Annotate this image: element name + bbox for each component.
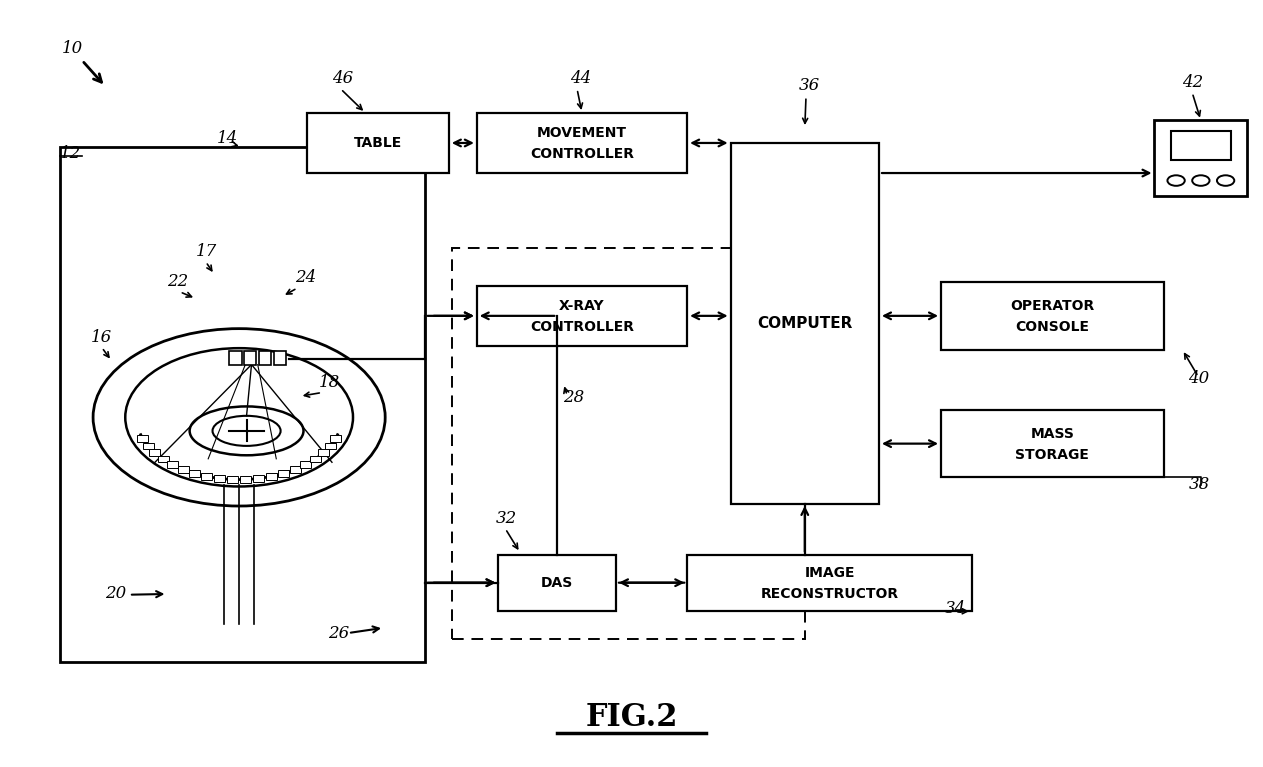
Text: CONTROLLER: CONTROLLER [530,320,634,334]
Text: 22: 22 [167,273,188,290]
Text: 12: 12 [59,145,81,162]
Bar [189,470,200,477]
Bar [274,351,287,364]
Bar [149,449,160,456]
Text: X-RAY: X-RAY [560,299,605,313]
Bar [476,113,687,173]
Bar [307,113,448,173]
Bar [143,443,154,449]
Bar [213,475,225,482]
Text: 44: 44 [570,70,591,87]
Text: MASS: MASS [1031,427,1075,441]
Bar [253,475,264,482]
Bar [138,435,148,442]
Text: 26: 26 [328,624,350,641]
Bar [687,555,971,611]
Bar [730,143,879,504]
Bar [240,476,251,482]
Bar [941,282,1163,350]
Text: 28: 28 [563,390,585,407]
Text: MOVEMENT: MOVEMENT [537,127,626,140]
Text: CONTROLLER: CONTROLLER [530,147,634,161]
Bar [278,470,289,477]
Bar [330,435,341,442]
Bar [452,249,805,639]
Bar [158,456,169,463]
Text: 14: 14 [217,130,239,147]
Text: TABLE: TABLE [354,136,402,150]
Bar [167,461,178,468]
Text: DAS: DAS [541,576,573,590]
Text: 34: 34 [945,600,966,617]
Bar [476,286,687,346]
Bar [1171,131,1230,160]
Bar [178,466,188,472]
Text: COMPUTER: COMPUTER [757,316,853,331]
Bar [227,476,239,482]
Bar [325,443,336,449]
Bar [941,410,1163,477]
Bar [59,146,424,662]
Text: 40: 40 [1188,370,1210,387]
Bar [309,456,321,463]
Text: 18: 18 [318,374,340,391]
Text: 20: 20 [105,584,126,602]
Text: CONSOLE: CONSOLE [1015,320,1089,334]
Text: 36: 36 [798,77,820,94]
Bar [259,351,272,364]
Text: STORAGE: STORAGE [1015,448,1089,462]
Text: OPERATOR: OPERATOR [1010,299,1095,313]
Bar [499,555,616,611]
Bar [229,351,241,364]
Text: 10: 10 [62,40,83,57]
Text: 42: 42 [1182,74,1204,91]
Text: 46: 46 [332,70,354,87]
Text: RECONSTRUCTOR: RECONSTRUCTOR [760,587,898,601]
Bar [201,473,212,479]
Text: IMAGE: IMAGE [805,566,855,580]
Text: 38: 38 [1188,476,1210,492]
Bar [301,461,311,468]
Bar [289,466,301,472]
Text: 24: 24 [294,269,316,286]
Text: 16: 16 [91,329,112,346]
Bar [266,473,277,479]
Bar [1154,120,1248,196]
Text: 32: 32 [495,509,517,527]
Text: 17: 17 [196,242,217,260]
Bar [244,351,256,364]
Bar [318,449,328,456]
Text: FIG.2: FIG.2 [585,703,678,733]
